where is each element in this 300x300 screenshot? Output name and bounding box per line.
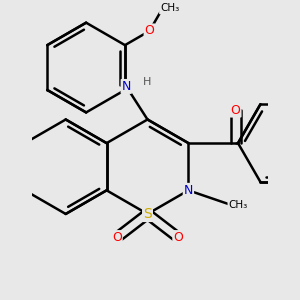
- Text: N: N: [184, 184, 193, 197]
- Text: O: O: [231, 103, 241, 117]
- Text: O: O: [145, 25, 154, 38]
- Text: S: S: [143, 207, 152, 221]
- Text: CH₃: CH₃: [160, 4, 179, 14]
- Text: CH₃: CH₃: [228, 200, 248, 210]
- Text: N: N: [122, 80, 131, 93]
- Text: O: O: [112, 231, 122, 244]
- Text: O: O: [173, 231, 183, 244]
- Text: H: H: [143, 77, 152, 87]
